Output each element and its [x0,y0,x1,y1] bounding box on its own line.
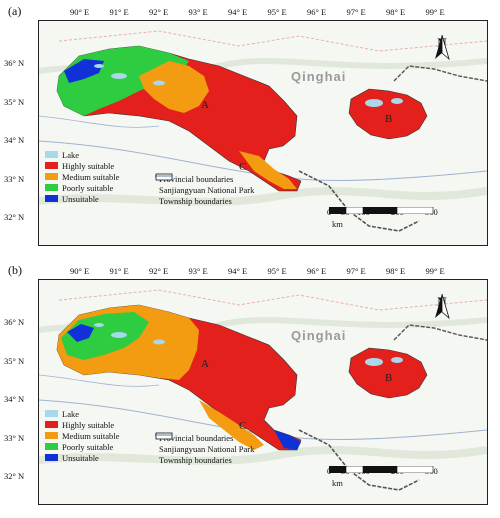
area-label-b: B [385,113,393,125]
latitude-tick-label: 32° N [4,471,25,481]
area-label-c: C [239,420,247,432]
scale-bar-icon [329,207,434,214]
latitude-tick-label: 35° N [4,96,25,107]
provincial-boundary-lines [298,324,487,491]
legend-item: Sanjiangyuan National Park [155,173,254,195]
panel-label: (b) [8,263,22,277]
scale-bar: 0 50 100 200 300 km [327,207,479,229]
longitude-tick-label: 99° E [425,7,445,17]
legend-item: Unsuitable [45,452,119,463]
map-frame: Qinghai A B C N Lake Highly suitable Med… [38,20,488,246]
latitude-tick-label: 36° N [4,317,25,327]
legend-swatch [45,195,58,202]
latitude-tick-label: 32° N [4,212,25,222]
map-panel-b: (b) 90° E 91° E 92° E 93° E 94° E 95° E 96° E 9… [0,259,500,518]
longitude-tick-label: 92° E [149,7,169,17]
longitude-tick-label: 98° E [386,266,406,276]
longitude-tick-label: 94° E [228,7,248,17]
longitude-tick-label: 96° E [307,266,327,276]
longitude-tick-label: 95° E [267,266,287,276]
legend-swatch [45,432,58,439]
region-name: Qinghai [291,328,347,343]
scale-unit: km [332,219,343,229]
longitude-tick-label: 96° E [307,7,327,17]
scale-bar: 0 50 100 200 300 km [327,466,479,488]
legend-item: Highly suitable [45,419,119,430]
park-zone-east [348,347,428,399]
latitude-tick-label: 36° N [4,58,25,68]
longitude-tick-label: 98° E [386,7,406,17]
longitude-tick-label: 90° E [70,7,90,17]
legend-item: Township boundaries [155,175,254,206]
legend-swatch [45,151,58,158]
legend-swatch [45,443,58,450]
longitude-tick-label: 94° E [228,266,248,276]
longitude-tick-label: 99° E [425,266,445,276]
map-panel-a: (a) 90° E 91° E 92° E 93° E 94° E 95° E 96° E 9… [4,4,488,246]
thin-line-icon [155,175,173,177]
legend-item: Poorly suitable [45,441,119,452]
north-arrow-icon [435,35,450,61]
longitude-tick-label: 93° E [188,266,208,276]
legend-item: Poorly suitable [45,182,119,193]
legend-swatch [45,410,58,417]
park-zone-west [56,304,302,451]
legend-item: Highly suitable [45,160,119,171]
map-frame: Qinghai A B C N Lake Highly suitable Med… [38,279,488,505]
area-label-a: A [201,99,209,111]
scale-bar-graphic: km [329,466,479,488]
legend-classes: Lake Highly suitable Medium suitable Poo… [45,149,119,204]
legend-item: Unsuitable [45,193,119,204]
scale-unit: km [332,478,343,488]
scale-bar-icon [329,466,434,473]
park-zone-east [348,88,428,140]
legend-swatch [45,173,58,180]
north-arrow: N [431,35,453,61]
legend-item: Medium suitable [45,430,119,441]
thin-line-icon [155,434,173,436]
longitude-tick-label: 95° E [267,7,287,17]
panel-label: (a) [8,4,22,18]
legend-swatch [45,184,58,191]
latitude-tick-label: 34° N [4,135,25,145]
scale-bar-graphic: km [329,207,479,229]
latitude-tick-label: 35° N [4,355,25,366]
north-arrow-icon [435,294,450,320]
legend-boundaries: Provincial boundaries Sanjiangyuan Natio… [155,432,254,465]
provincial-boundary-lines [298,65,487,232]
latitude-tick-label: 33° N [4,173,25,184]
north-arrow: N [431,294,453,320]
legend-item: Township boundaries [155,434,254,465]
longitude-tick-label: 92° E [149,266,169,276]
box-icon [155,173,173,181]
legend-swatch [45,454,58,461]
legend-item: Sanjiangyuan National Park [155,432,254,454]
park-zone-west [56,45,302,192]
area-label-c: C [239,161,247,173]
box-icon [155,432,173,440]
legend-swatch [45,421,58,428]
longitude-tick-label: 97° E [346,7,366,17]
longitude-tick-label: 91° E [109,266,129,276]
region-name: Qinghai [291,69,347,84]
latitude-tick-label: 33° N [4,432,25,443]
area-label-b: B [385,372,393,384]
legend-item: Medium suitable [45,171,119,182]
legend-item: Lake [45,149,119,160]
longitude-tick-label: 97° E [346,266,366,276]
longitude-tick-label: 93° E [188,7,208,17]
legend-item: Lake [45,408,119,419]
latitude-tick-label: 34° N [4,394,25,404]
area-label-a: A [201,358,209,370]
longitude-tick-label: 91° E [109,7,129,17]
longitude-tick-label: 90° E [70,266,90,276]
legend-boundaries: Provincial boundaries Sanjiangyuan Natio… [155,173,254,206]
legend-swatch [45,162,58,169]
legend-classes: Lake Highly suitable Medium suitable Poo… [45,408,119,463]
